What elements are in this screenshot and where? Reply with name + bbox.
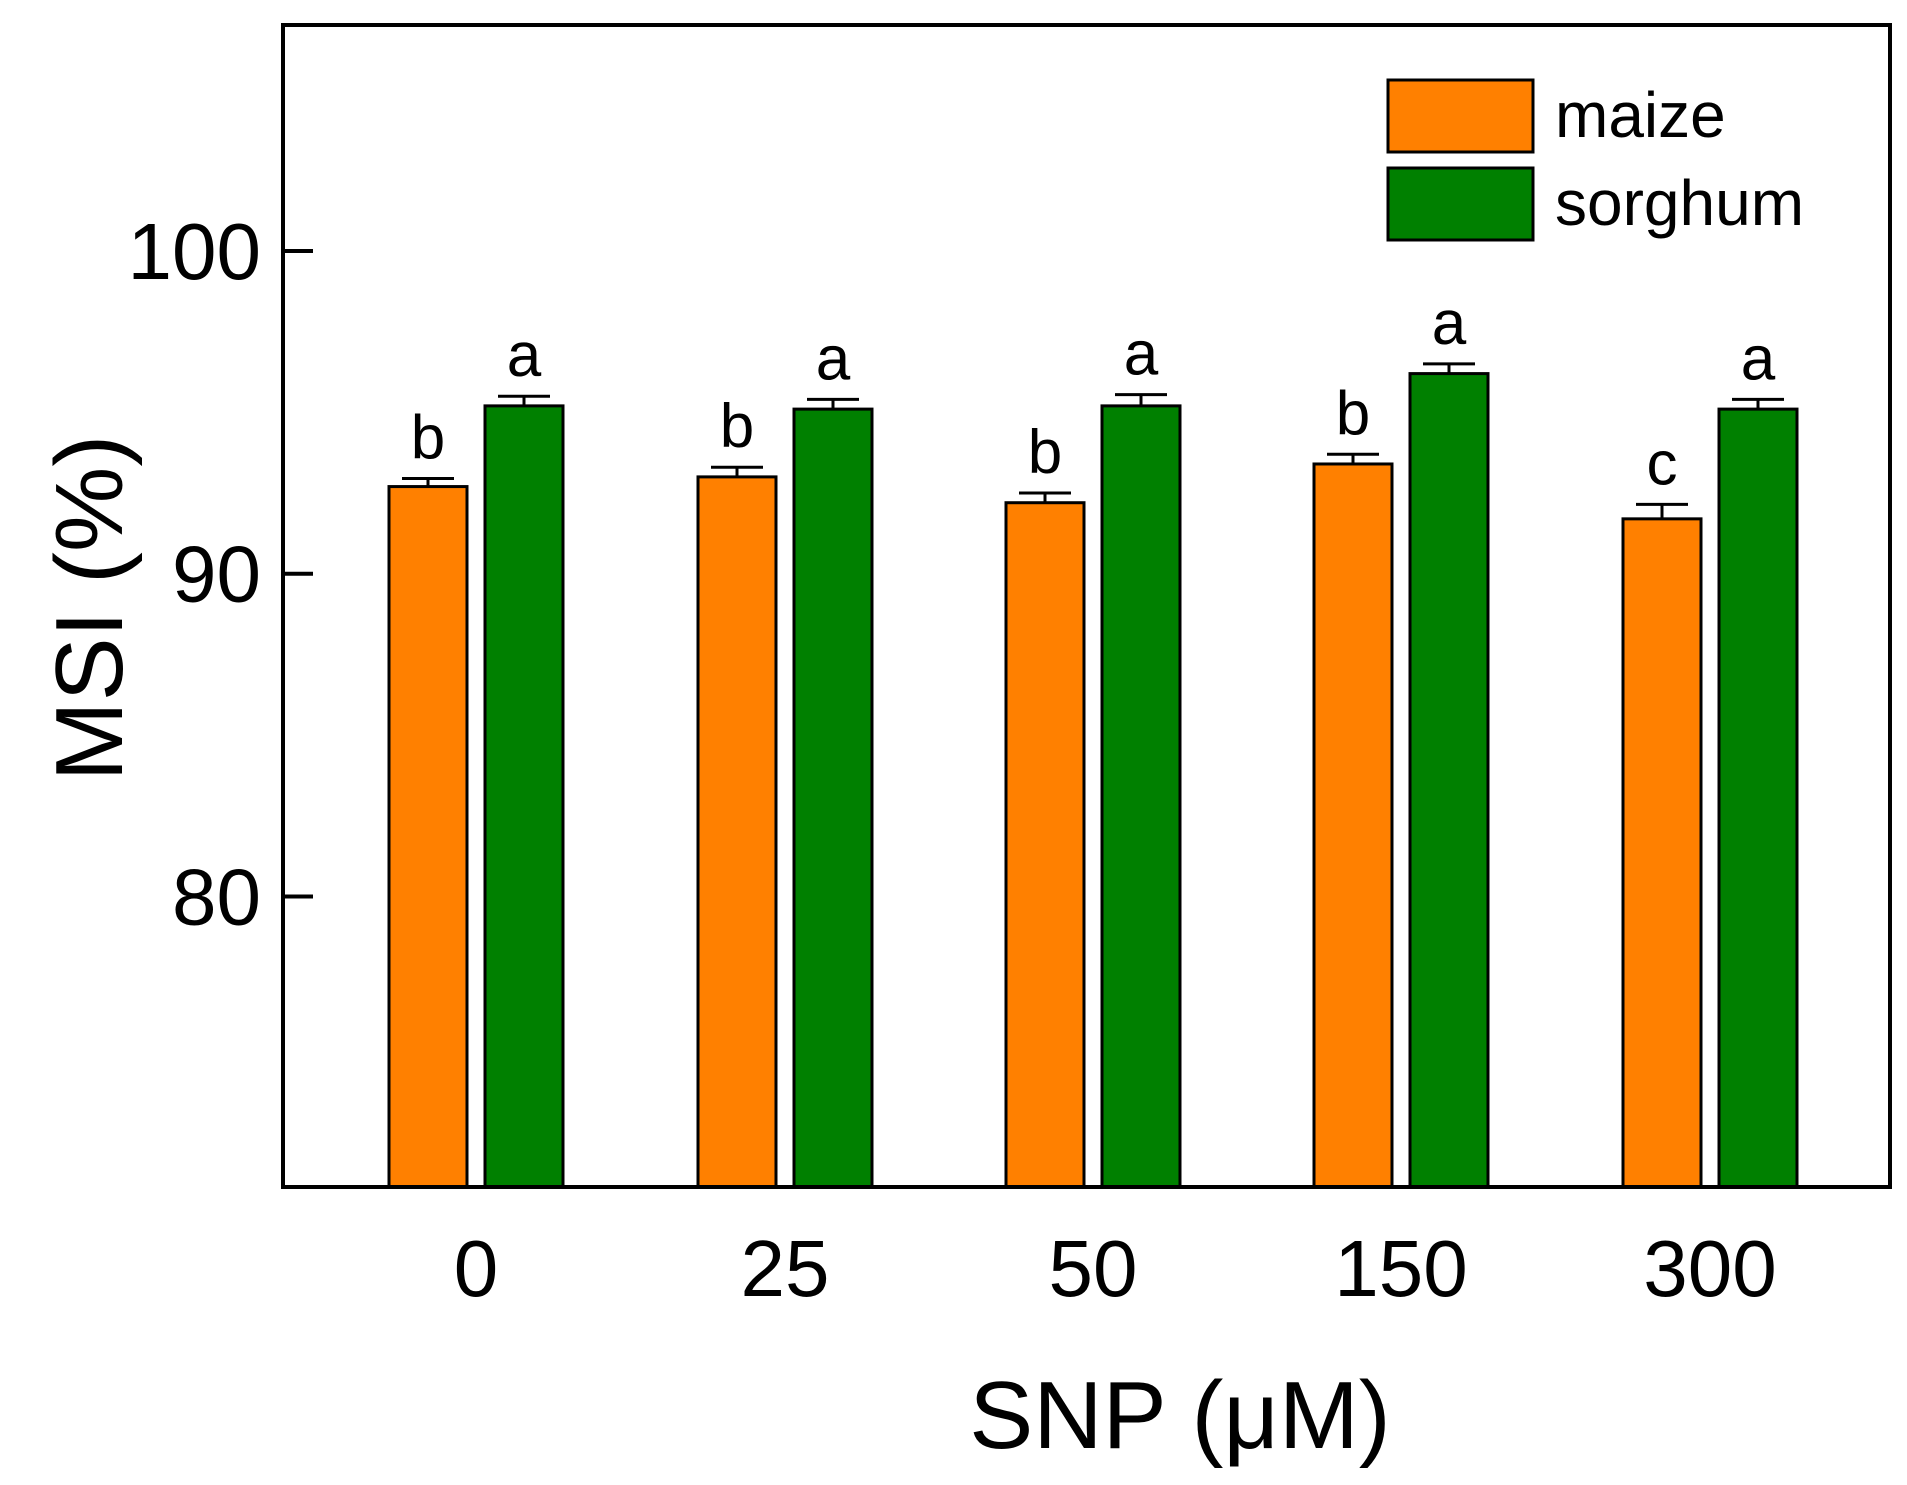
x-tick-label: 25 bbox=[741, 1224, 830, 1313]
bar-sorghum-0 bbox=[483, 404, 565, 1189]
legend: maize sorghum bbox=[1386, 78, 1804, 242]
sig-label-sorghum-25: a bbox=[816, 324, 851, 393]
sig-label-sorghum-50: a bbox=[1124, 320, 1159, 389]
legend-swatch-sorghum bbox=[1386, 166, 1535, 242]
x-axis-title: SNP (μM) bbox=[969, 1362, 1391, 1469]
sig-label-maize-25: b bbox=[720, 392, 754, 461]
plot-frame bbox=[281, 23, 1892, 1189]
bar-sorghum-300 bbox=[1717, 407, 1799, 1189]
y-tick-label: 100 bbox=[128, 207, 261, 296]
y-axis-ticks: 80 90 100 bbox=[128, 207, 313, 942]
y-tick-label: 80 bbox=[172, 853, 261, 942]
bar-maize-0 bbox=[387, 485, 469, 1189]
sig-label-sorghum-300: a bbox=[1741, 324, 1776, 393]
bar-maize-300 bbox=[1621, 517, 1703, 1189]
bar-maize-25 bbox=[696, 475, 778, 1189]
sig-label-maize-50: b bbox=[1028, 418, 1062, 487]
y-tick-label: 90 bbox=[172, 530, 261, 619]
bars-layer bbox=[387, 372, 1799, 1189]
x-tick-label: 300 bbox=[1643, 1224, 1776, 1313]
x-tick-label: 150 bbox=[1334, 1224, 1467, 1313]
x-tick-label: 50 bbox=[1049, 1224, 1138, 1313]
x-tick-label: 0 bbox=[454, 1224, 499, 1313]
sig-label-maize-300: c bbox=[1647, 429, 1678, 498]
legend-swatch-maize bbox=[1386, 78, 1535, 154]
bar-maize-150 bbox=[1312, 462, 1394, 1189]
legend-label-maize: maize bbox=[1555, 79, 1726, 151]
error-bars-layer bbox=[402, 362, 1784, 519]
sig-label-sorghum-0: a bbox=[507, 321, 542, 390]
bar-sorghum-50 bbox=[1100, 404, 1182, 1189]
sig-label-sorghum-150: a bbox=[1432, 289, 1467, 358]
bar-sorghum-150 bbox=[1408, 372, 1490, 1189]
bar-sorghum-25 bbox=[792, 407, 874, 1189]
y-axis-title: MSI (%) bbox=[36, 435, 143, 782]
legend-label-sorghum: sorghum bbox=[1555, 167, 1804, 239]
x-axis-ticks: 0 25 50 150 300 bbox=[454, 1224, 1777, 1313]
sig-label-maize-150: b bbox=[1336, 379, 1370, 448]
sig-label-maize-0: b bbox=[411, 404, 445, 473]
bar-maize-50 bbox=[1004, 501, 1086, 1189]
